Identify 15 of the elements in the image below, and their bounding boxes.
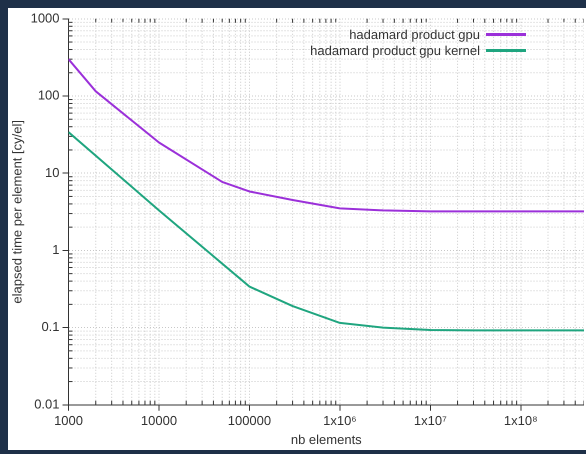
x-tick-label: 1x10⁶	[323, 413, 357, 428]
legend-label: hadamard product gpu	[349, 27, 480, 42]
y-tick-label: 10	[45, 164, 60, 180]
x-tick-label: 1x10⁸	[504, 413, 538, 428]
x-tick-label: 10000	[140, 413, 178, 428]
y-tick-label: 0.1	[41, 319, 60, 334]
x-axis-title: nb elements	[290, 432, 362, 447]
y-tick-label: 1000	[30, 10, 60, 26]
y-tick-label: 0.01	[34, 396, 60, 412]
legend-label: hadamard product gpu kernel	[310, 43, 480, 58]
x-tick-label: 100000	[228, 413, 272, 428]
y-tick-label: 1	[52, 242, 60, 257]
x-tick-label: 1x10⁷	[414, 413, 448, 428]
y-tick-label: 100	[38, 88, 60, 103]
y-axis-title: elapsed time per element [cy/el]	[9, 120, 24, 304]
